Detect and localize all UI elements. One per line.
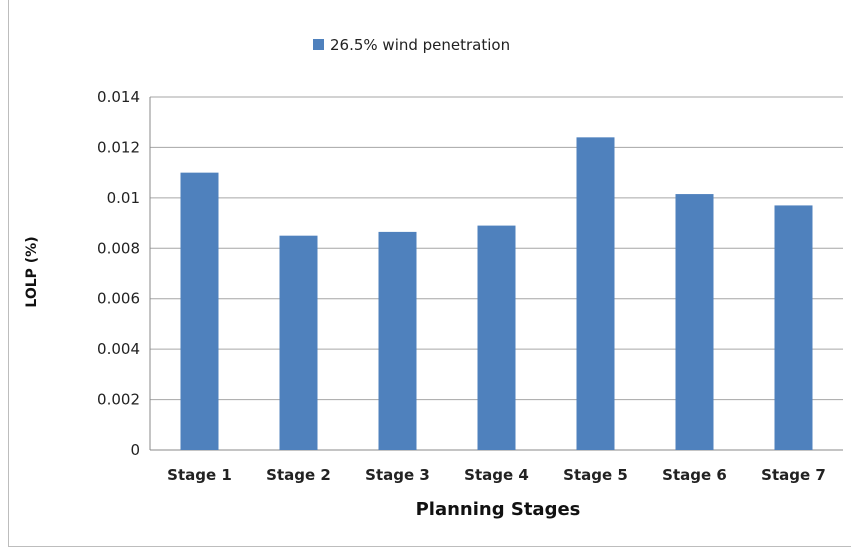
y-tick-label: 0.014 <box>97 88 140 106</box>
x-tick-label: Stage 2 <box>266 466 331 484</box>
x-tick-label: Stage 7 <box>761 466 826 484</box>
bar <box>576 137 615 451</box>
y-tick-label: 0.012 <box>97 138 140 156</box>
y-tick-label: 0.008 <box>97 239 140 257</box>
y-tick-labels: 0 0.002 0.004 0.006 0.008 0.01 0.012 0.014 <box>97 88 140 459</box>
y-tick-label: 0.01 <box>107 189 140 207</box>
bar <box>279 235 318 450</box>
legend-label: 26.5% wind penetration <box>330 36 510 54</box>
x-axis-title: Planning Stages <box>416 499 581 520</box>
bar <box>675 194 714 450</box>
x-tick-label: Stage 3 <box>365 466 430 484</box>
bar <box>180 172 219 450</box>
x-tick-label: Stage 4 <box>464 466 529 484</box>
x-tick-label: Stage 6 <box>662 466 727 484</box>
legend: 26.5% wind penetration <box>313 36 510 54</box>
y-tick-label: 0.002 <box>97 391 140 409</box>
x-tick-labels: Stage 1 Stage 2 Stage 3 Stage 4 Stage 5 Stage… <box>167 466 826 484</box>
bar <box>774 205 813 450</box>
y-tick-label: 0.004 <box>97 340 140 358</box>
legend-swatch <box>313 39 324 50</box>
x-tick-label: Stage 1 <box>167 466 232 484</box>
y-tick-label: 0.006 <box>97 290 140 308</box>
bar <box>378 231 417 450</box>
y-axis-title: LOLP (%) <box>24 236 40 307</box>
x-tick-label: Stage 5 <box>563 466 628 484</box>
bar <box>477 225 516 450</box>
chart-frame <box>8 0 851 547</box>
y-tick-label: 0 <box>130 441 140 459</box>
bars <box>180 137 813 451</box>
